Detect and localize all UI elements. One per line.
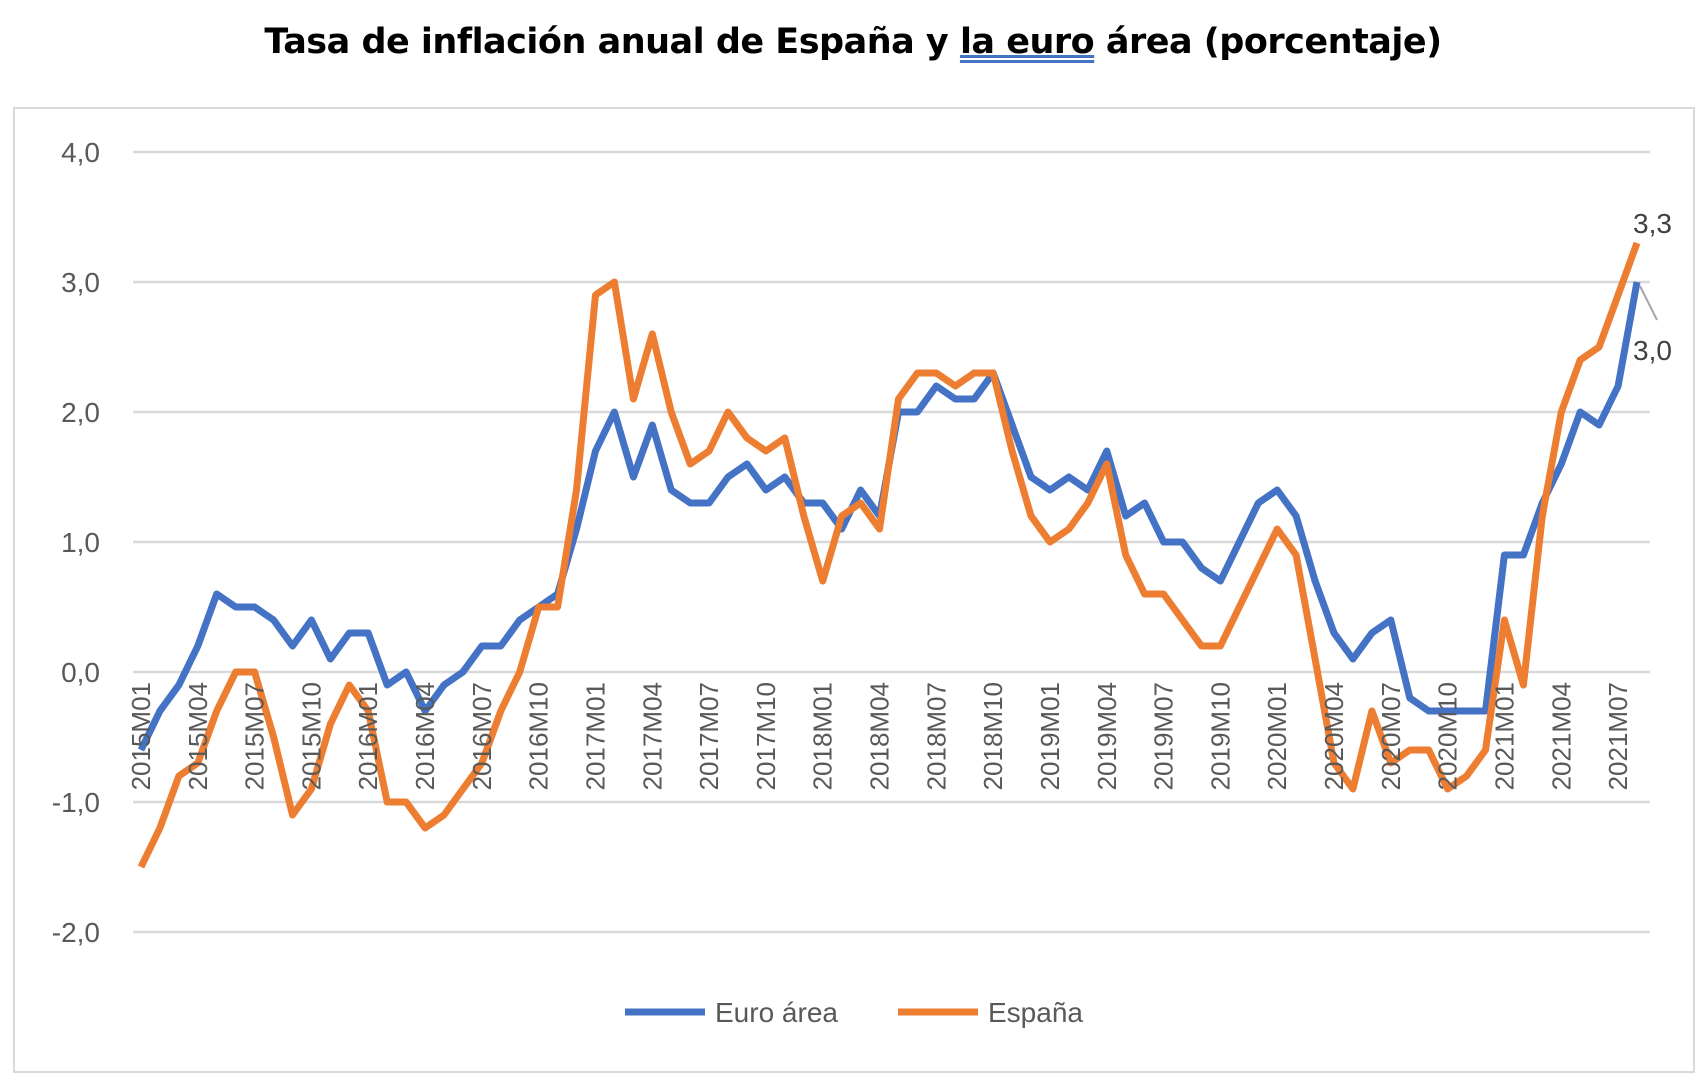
x-tick-label: 2015M04 (183, 682, 213, 790)
x-tick-label: 2017M01 (580, 682, 610, 790)
x-tick-label: 2016M07 (467, 682, 497, 790)
x-tick-label: 2015M10 (296, 682, 326, 790)
x-tick-label: 2019M07 (1149, 682, 1179, 790)
x-tick-label: 2016M04 (410, 682, 440, 790)
y-tick-label: 3,0 (61, 267, 100, 298)
x-tick-label: 2021M01 (1489, 682, 1519, 790)
x-tick-label: 2017M10 (751, 682, 781, 790)
x-tick-label: 2021M04 (1546, 682, 1576, 790)
y-tick-label: -2,0 (52, 917, 100, 948)
x-tick-label: 2017M04 (637, 682, 667, 790)
x-tick-label: 2018M07 (921, 682, 951, 790)
legend-espana: España (898, 997, 1083, 1028)
x-tick-label: 2019M10 (1205, 682, 1235, 790)
x-tick-label: 2018M10 (978, 682, 1008, 790)
x-tick-label: 2015M07 (240, 682, 270, 790)
x-tick-label: 2020M07 (1376, 682, 1406, 790)
x-tick-label: 2016M10 (524, 682, 554, 790)
x-tick-label: 2019M04 (1092, 682, 1122, 790)
chart-border (13, 107, 1695, 1073)
x-tick-label: 2018M01 (808, 682, 838, 790)
x-tick-label: 2015M01 (126, 682, 156, 790)
x-tick-label: 2020M04 (1319, 682, 1349, 790)
legend-label: Euro área (715, 997, 838, 1028)
y-tick-label: -1,0 (52, 787, 100, 818)
title-part: área (porcentaje) (1094, 22, 1442, 62)
legend-label: España (988, 997, 1083, 1028)
x-tick-label: 2017M07 (694, 682, 724, 790)
y-tick-label: 4,0 (61, 137, 100, 168)
leader-line (1639, 285, 1658, 321)
x-tick-label: 2019M01 (1035, 682, 1065, 790)
data-label-espana: 3,3 (1633, 208, 1672, 239)
y-tick-label: 2,0 (61, 397, 100, 428)
y-tick-label: 1,0 (61, 527, 100, 558)
chart-title: Tasa de inflación anual de España y la e… (0, 22, 1706, 62)
y-tick-label: 0,0 (61, 657, 100, 688)
x-tick-label: 2018M04 (865, 682, 895, 790)
series-line-euro-area (137, 281, 1641, 752)
x-tick-label: 2020M01 (1262, 682, 1292, 790)
title-part-underlined: la euro (959, 22, 1095, 62)
x-tick-label: 2021M07 (1603, 682, 1633, 790)
x-tick-label: 2016M01 (353, 682, 383, 790)
series-line-espana (137, 241, 1641, 869)
x-tick-label: 2020M10 (1433, 682, 1463, 790)
legend-euro-area: Euro área (625, 997, 838, 1028)
data-label-euro-area: 3,0 (1633, 335, 1672, 366)
title-part: Tasa de inflación anual de España y (264, 22, 960, 62)
